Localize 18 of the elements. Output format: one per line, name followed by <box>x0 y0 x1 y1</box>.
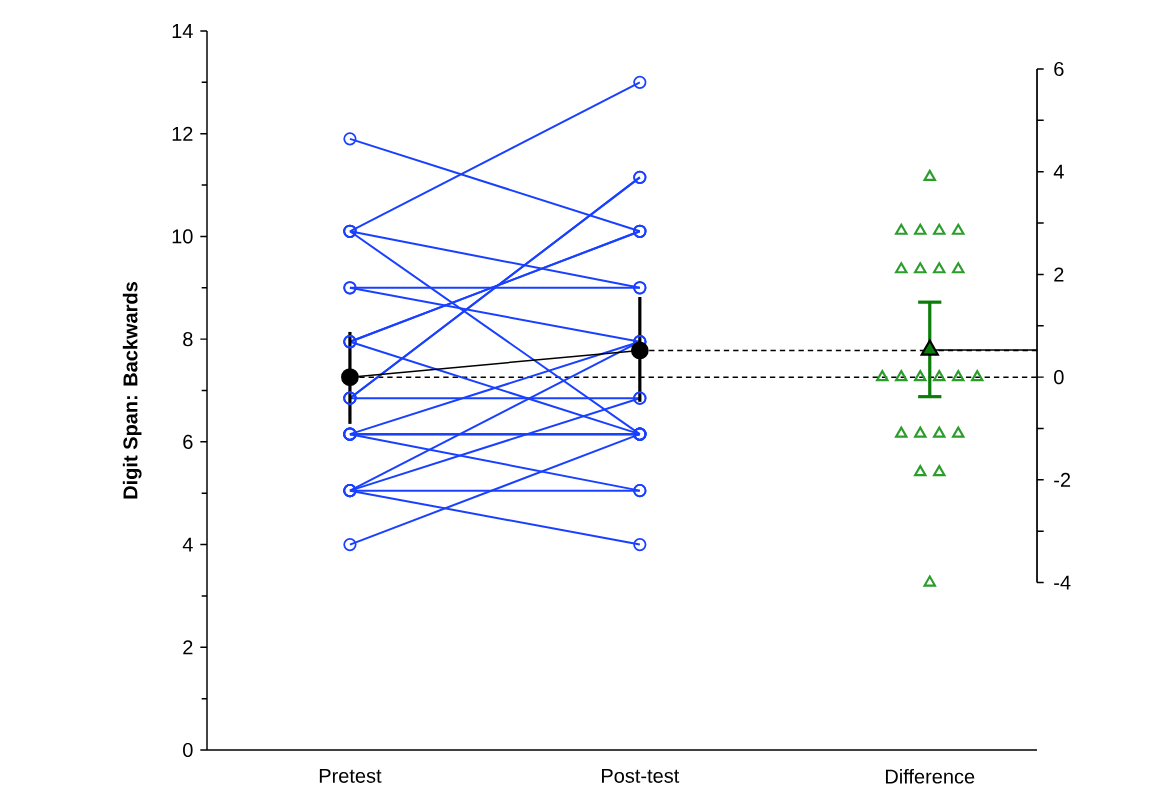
x-tick-label: Difference <box>885 768 975 784</box>
y-tick-label: 12 <box>172 126 193 141</box>
y-tick-label: 4 <box>182 537 193 552</box>
y-tick-label: 0 <box>183 742 193 758</box>
x-tick-label: Post-test <box>602 768 680 783</box>
y2-tick-label: -4 <box>1054 575 1071 590</box>
y-tick-label: 10 <box>172 229 193 244</box>
x-tick-label: Pretest <box>319 768 382 783</box>
y2-tick-label: 4 <box>1053 164 1064 179</box>
y-tick-label: 14 <box>172 24 193 38</box>
y2-tick-label: 0 <box>1054 370 1064 385</box>
y-axis-title: Digit Span: Backwards <box>122 282 142 499</box>
y2-tick-label: 6 <box>1054 61 1064 77</box>
y2-tick-label: 2 <box>1054 267 1064 282</box>
y-tick-label: 6 <box>183 434 193 449</box>
y-tick-label: 2 <box>183 640 193 655</box>
y-tick-label: 8 <box>183 332 193 347</box>
y2-tick-label: -2 <box>1054 472 1071 487</box>
